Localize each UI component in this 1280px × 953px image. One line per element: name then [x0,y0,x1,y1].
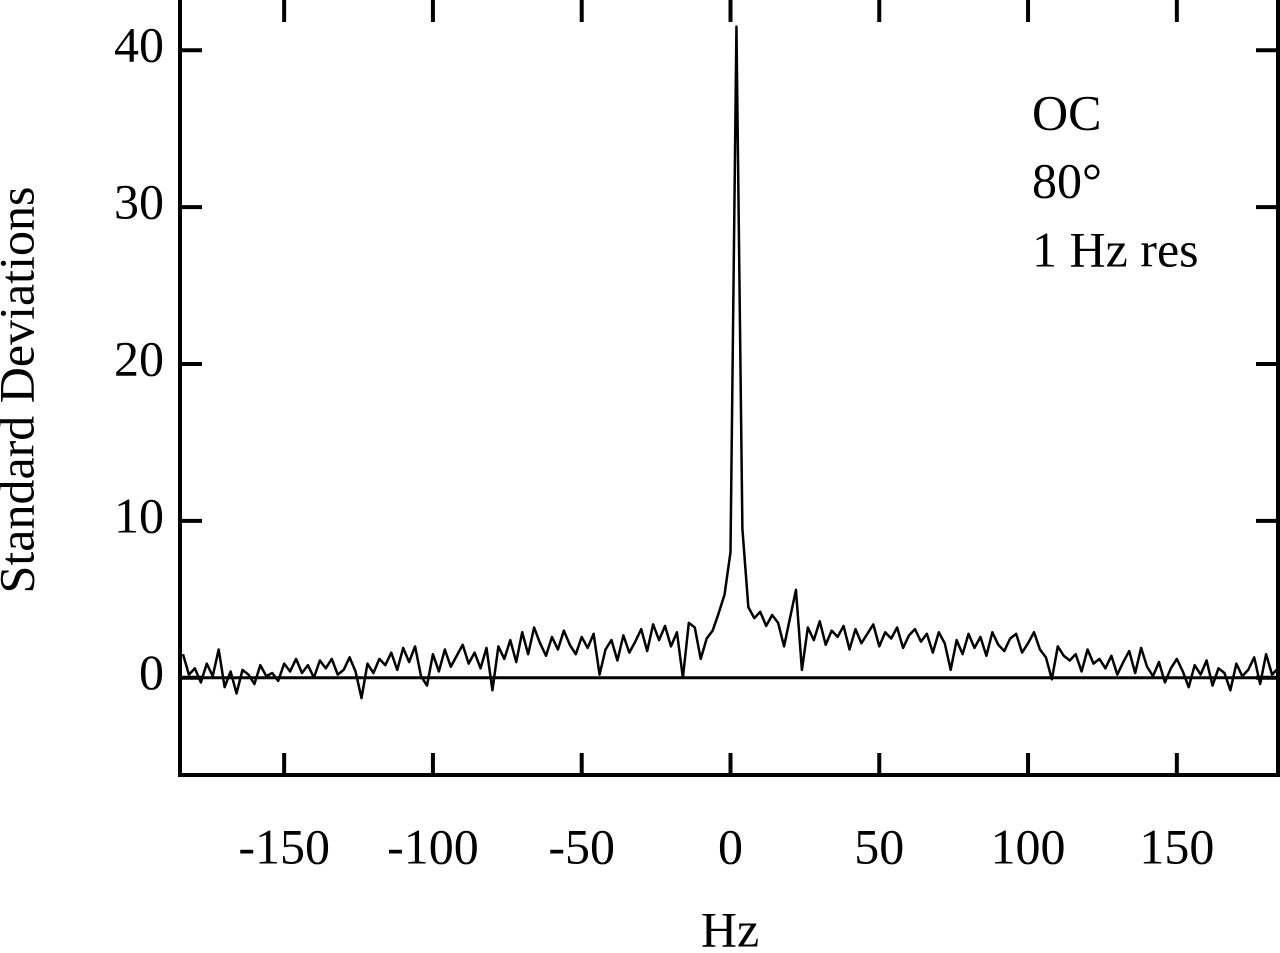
x-tick-label: -50 [548,818,615,874]
x-tick-label: 0 [718,818,743,874]
x-axis-label: Hz [701,901,759,953]
x-tick-label: 100 [991,818,1066,874]
y-tick-label: 0 [139,644,164,700]
x-tick-label: 50 [854,818,904,874]
y-tick-label: 40 [114,17,164,73]
y-tick-label: 20 [114,330,164,386]
y-tick-label: 10 [114,487,164,543]
y-tick-label: 30 [114,174,164,230]
x-tick-label: -150 [238,818,330,874]
annotation: 80° [1032,152,1102,208]
x-tick-label: -100 [387,818,479,874]
y-axis-label: Standard Deviations [0,187,44,594]
annotation: OC [1032,84,1101,140]
x-tick-label: 150 [1139,818,1214,874]
data-line [181,25,1279,700]
annotation: 1 Hz res [1032,221,1199,277]
